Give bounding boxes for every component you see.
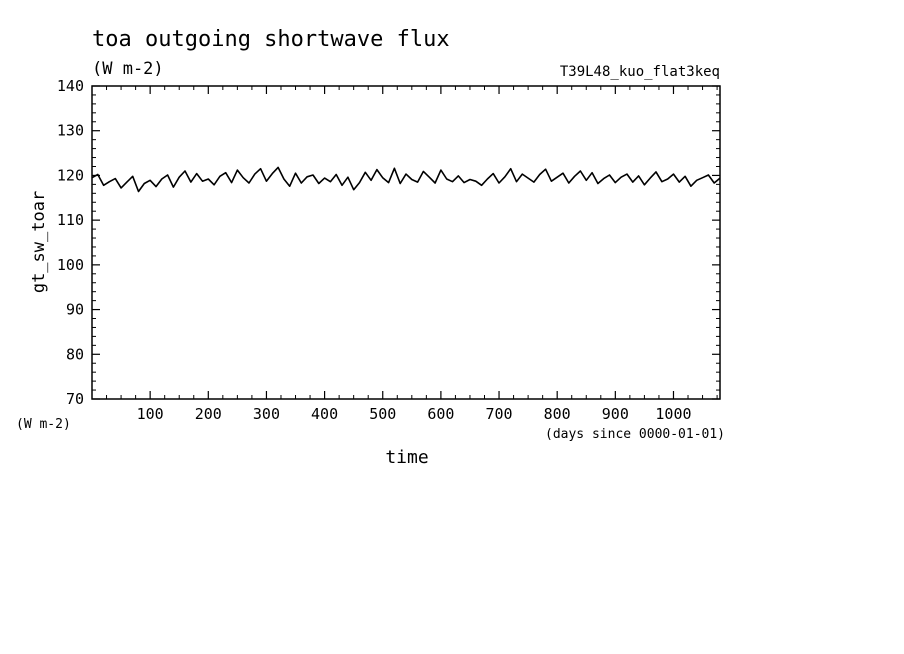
y-tick-label: 120 bbox=[57, 166, 84, 184]
y-axis-unit: (W m-2) bbox=[16, 417, 71, 432]
x-tick-label: 1000 bbox=[655, 405, 691, 423]
x-tick-label: 700 bbox=[485, 405, 512, 423]
x-tick-label: 800 bbox=[544, 405, 571, 423]
y-tick-label: 100 bbox=[57, 256, 84, 274]
x-tick-label: 900 bbox=[602, 405, 629, 423]
plot-frame bbox=[91, 85, 721, 400]
x-tick-label: 200 bbox=[195, 405, 222, 423]
x-tick-label: 300 bbox=[253, 405, 280, 423]
series-layer bbox=[91, 166, 721, 193]
y-tick-label: 90 bbox=[66, 301, 84, 319]
x-tick-label: 600 bbox=[427, 405, 454, 423]
x-axis-unit: (days since 0000-01-01) bbox=[545, 427, 725, 442]
chart-title: toa outgoing shortwave flux bbox=[92, 27, 450, 52]
x-axis-label: time bbox=[385, 447, 428, 468]
x-tick-label: 500 bbox=[369, 405, 396, 423]
y-axis-label: gt_sw_toar bbox=[29, 191, 49, 293]
y-tick-label: 70 bbox=[66, 390, 84, 408]
ticks-layer: 100 200 300 400 500 600 700 800 900 1000 70 80 90 100… bbox=[57, 77, 720, 423]
chart-subtitle: (W m-2) bbox=[92, 59, 164, 79]
y-tick-label: 140 bbox=[57, 77, 84, 95]
y-tick-label: 110 bbox=[57, 211, 84, 229]
x-tick-label: 100 bbox=[137, 405, 164, 423]
run-label: T39L48_kuo_flat3keq bbox=[560, 64, 720, 80]
y-tick-label: 80 bbox=[66, 345, 84, 363]
series-line bbox=[91, 166, 721, 193]
y-tick-label: 130 bbox=[57, 122, 84, 140]
x-tick-label: 400 bbox=[311, 405, 338, 423]
